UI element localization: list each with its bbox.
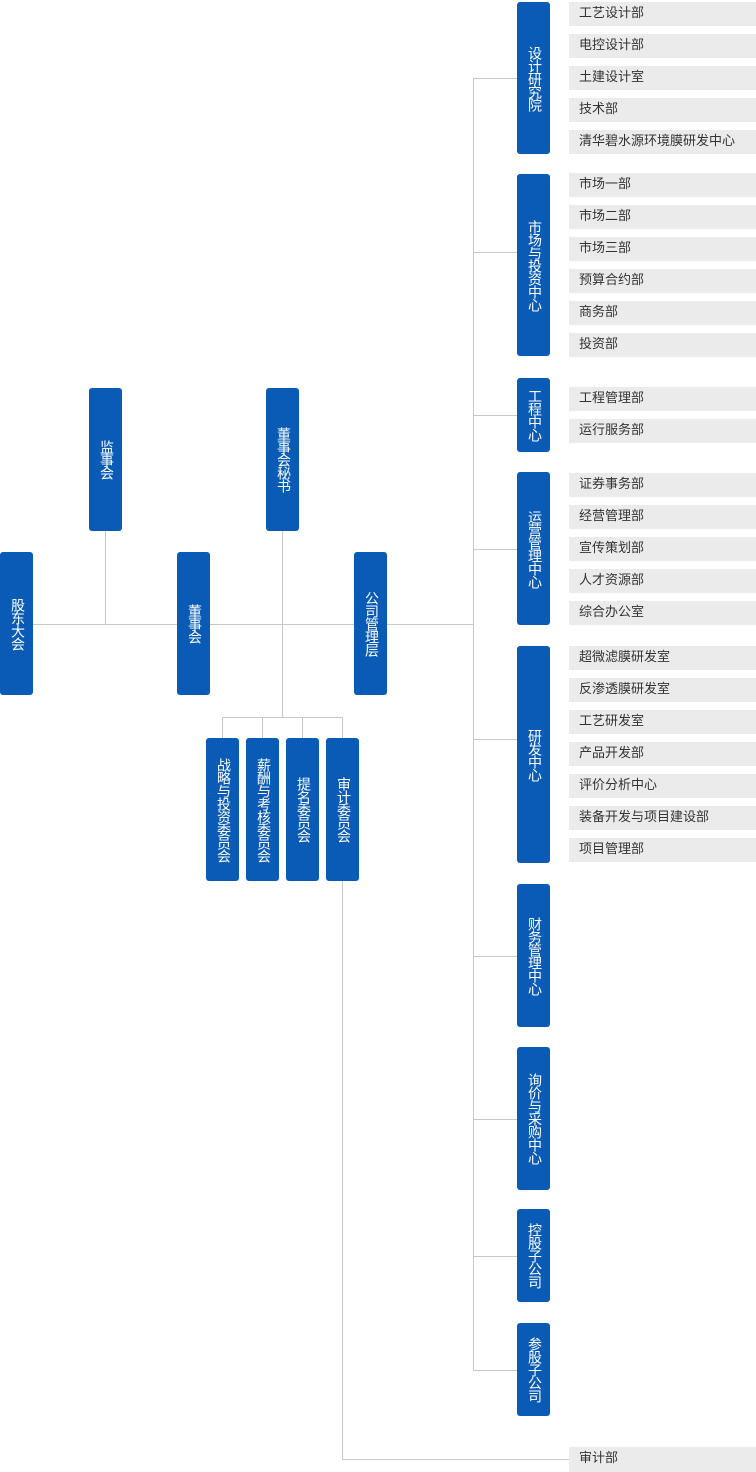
dept-item[interactable]: 市场一部 bbox=[569, 173, 756, 197]
dept-item[interactable]: 宣传策划部 bbox=[569, 537, 756, 561]
dept-item[interactable]: 工艺设计部 bbox=[569, 2, 756, 26]
dept-item[interactable]: 运行服务部 bbox=[569, 419, 756, 443]
dept-item[interactable]: 综合办公室 bbox=[569, 601, 756, 625]
dept-item[interactable]: 项目管理部 bbox=[569, 838, 756, 862]
connector-committee-3 bbox=[302, 717, 303, 738]
branch-line bbox=[473, 1370, 517, 1371]
dept-item[interactable]: 清华碧水源环境膜研发中心 bbox=[569, 130, 756, 154]
dept-item[interactable]: 市场三部 bbox=[569, 237, 756, 261]
dept-item[interactable]: 证券事务部 bbox=[569, 473, 756, 497]
connector-committee-4 bbox=[342, 717, 343, 738]
dept-item[interactable]: 超微滤膜研发室 bbox=[569, 646, 756, 670]
box-division[interactable]: 工程中心 bbox=[517, 378, 550, 452]
dept-item[interactable]: 技术部 bbox=[569, 98, 756, 122]
dept-item[interactable]: 产品开发部 bbox=[569, 742, 756, 766]
dept-item[interactable]: 商务部 bbox=[569, 301, 756, 325]
connector-committee-2 bbox=[262, 717, 263, 738]
dept-group-rnd: 超微滤膜研发室 反渗透膜研发室 工艺研发室产品开发部评价分析中心 装备开发与项目建设部… bbox=[569, 646, 756, 862]
dept-item[interactable]: 市场二部 bbox=[569, 205, 756, 229]
branch-line bbox=[473, 956, 517, 957]
connector-secretary bbox=[282, 531, 283, 717]
box-supervisors[interactable]: 监事会 bbox=[89, 388, 122, 531]
branch-line bbox=[473, 549, 517, 550]
dept-item[interactable]: 工程管理部 bbox=[569, 387, 756, 411]
dept-item[interactable]: 反渗透膜研发室 bbox=[569, 678, 756, 702]
box-board-secretary[interactable]: 董事会秘书 bbox=[266, 388, 299, 531]
box-committee-nomination[interactable]: 提名委员会 bbox=[286, 738, 319, 881]
branch-line bbox=[473, 1119, 517, 1120]
dept-item[interactable]: 预算合约部 bbox=[569, 269, 756, 293]
box-division[interactable]: 财务管理中心 bbox=[517, 884, 550, 1027]
connector-trunk bbox=[473, 78, 474, 1371]
branch-line bbox=[473, 415, 517, 416]
branch-line bbox=[473, 252, 517, 253]
dept-item[interactable]: 经营管理部 bbox=[569, 505, 756, 529]
box-division[interactable]: 控股子公司 bbox=[517, 1209, 550, 1302]
dept-item[interactable]: 装备开发与项目建设部 bbox=[569, 806, 756, 830]
box-shareholders[interactable]: 股东大会 bbox=[0, 552, 33, 695]
dept-group-operations: 证券事务部经营管理部宣传策划部人才资源部综合办公室 bbox=[569, 473, 756, 625]
branch-line bbox=[473, 78, 517, 79]
dept-audit[interactable]: 审计部 bbox=[569, 1447, 756, 1472]
connector-audit bbox=[342, 881, 343, 1459]
box-division[interactable]: 设计研究院 bbox=[517, 2, 550, 154]
connector-audit-h bbox=[342, 1459, 569, 1460]
box-management[interactable]: 公司管理层 bbox=[354, 552, 387, 695]
connector-committees bbox=[222, 717, 343, 718]
dept-item[interactable]: 投资部 bbox=[569, 333, 756, 357]
box-board[interactable]: 董事会 bbox=[177, 552, 210, 695]
branch-line bbox=[473, 739, 517, 740]
branch-line bbox=[473, 1256, 517, 1257]
dept-group-design: 工艺设计部电控设计部土建设计室技术部清华碧水源环境膜研发中心 bbox=[569, 2, 756, 154]
dept-group-market: 市场一部市场二部市场三部预算合约部商务部投资部 bbox=[569, 173, 756, 357]
box-division[interactable]: 市场与投资中心 bbox=[517, 174, 550, 356]
connector-committee-1 bbox=[222, 717, 223, 738]
box-division[interactable]: 参股子公司 bbox=[517, 1323, 550, 1416]
box-division[interactable]: 研发中心 bbox=[517, 646, 550, 863]
box-committee-strategy[interactable]: 战略与投资委员会 bbox=[206, 738, 239, 881]
dept-item[interactable]: 人才资源部 bbox=[569, 569, 756, 593]
box-division[interactable]: 运营管理中心 bbox=[517, 472, 550, 625]
dept-item[interactable]: 土建设计室 bbox=[569, 66, 756, 90]
connector-main bbox=[33, 624, 473, 625]
box-division[interactable]: 询价与采购中心 bbox=[517, 1047, 550, 1190]
dept-group-engineering: 工程管理部运行服务部 bbox=[569, 387, 756, 443]
dept-item[interactable]: 电控设计部 bbox=[569, 34, 756, 58]
box-committee-compensation[interactable]: 薪酬与考核委员会 bbox=[246, 738, 279, 881]
box-committee-audit[interactable]: 审计委员会 bbox=[326, 738, 359, 881]
dept-item[interactable]: 评价分析中心 bbox=[569, 774, 756, 798]
dept-item[interactable]: 工艺研发室 bbox=[569, 710, 756, 734]
connector-supervisors bbox=[105, 531, 106, 624]
